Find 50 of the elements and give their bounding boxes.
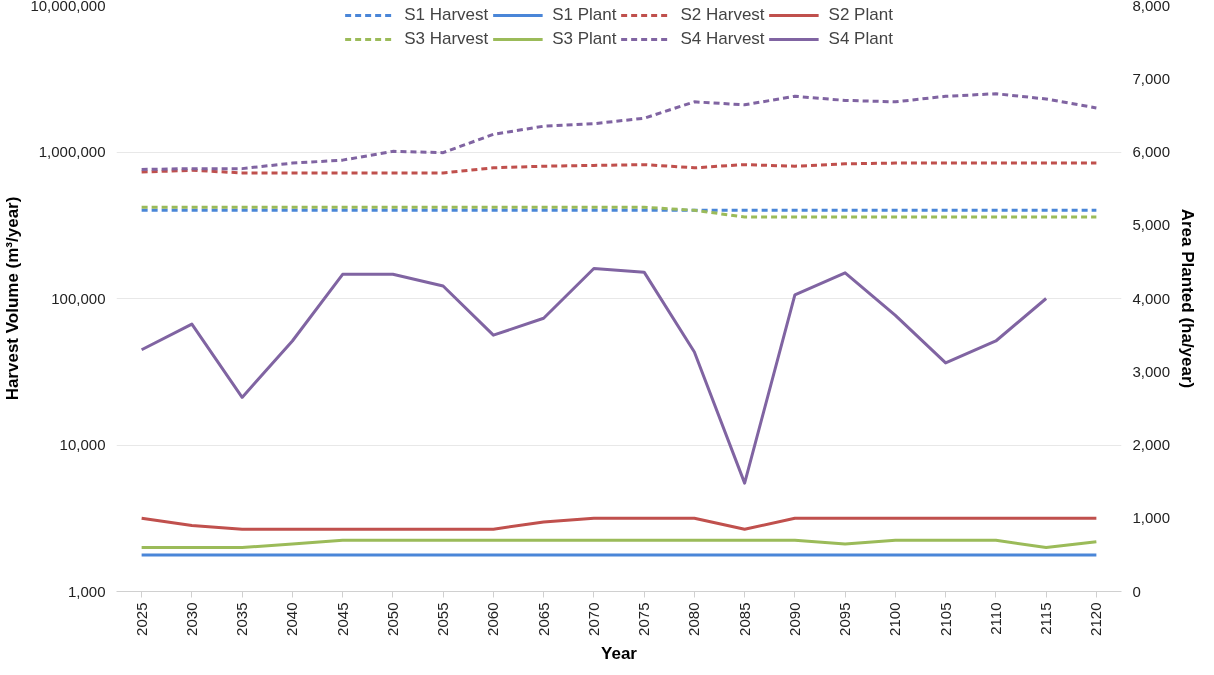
x-tick-label: 2070	[584, 602, 602, 636]
x-tick-label: 2115	[1037, 602, 1055, 635]
y2-tick-label: 6,000	[1132, 143, 1171, 160]
x-tick-label: 2060	[484, 602, 502, 636]
y2-tick-label: 4,000	[1132, 289, 1171, 307]
x-tick-label: 2100	[886, 602, 904, 636]
x-axis-title: Year	[601, 643, 638, 663]
legend-label: S2 Plant	[828, 5, 893, 25]
x-tick-label: 2090	[785, 602, 803, 636]
legend-label: S4 Harvest	[680, 29, 765, 49]
legend-label: S3 Harvest	[404, 29, 489, 49]
line-series	[140, 92, 1098, 171]
y2-tick-label: 0	[1132, 582, 1141, 600]
x-tick-label: 2040	[283, 602, 301, 636]
x-tick-label: 2050	[383, 602, 401, 636]
x-tick-label: 2075	[635, 602, 653, 636]
x-tick-label: 2055	[434, 602, 452, 636]
line-series	[140, 266, 1048, 485]
x-tick-label: 2110	[986, 602, 1004, 635]
legend-label: S2 Harvest	[680, 5, 765, 25]
x-tick-label: 2105	[936, 602, 954, 636]
x-tick-label: 2025	[132, 602, 150, 636]
line-series	[140, 516, 1098, 531]
x-tick-label: 2080	[685, 602, 703, 636]
y2-axis-title: Area Planted (ha/year)	[1178, 208, 1198, 389]
y-tick-label: 1,000	[67, 582, 106, 600]
x-tick-label: 2065	[534, 602, 552, 636]
y-tick-label: 10,000,000	[30, 0, 106, 14]
x-tick-label: 2045	[333, 602, 351, 636]
y2-tick-label: 1,000	[1132, 509, 1171, 527]
x-tick-label: 2035	[233, 602, 251, 636]
x-tick-label: 2030	[182, 602, 200, 636]
x-tick-label: 2085	[735, 602, 753, 636]
y2-tick-label: 7,000	[1132, 69, 1171, 87]
legend-label: S4 Plant	[828, 29, 893, 49]
line-series	[140, 538, 1098, 550]
legend-label: S1 Harvest	[404, 5, 489, 25]
y-axis-title: Harvest Volume (m³/year)	[3, 196, 23, 401]
y-tick-label: 10,000	[59, 436, 106, 453]
y2-tick-label: 8,000	[1132, 0, 1171, 14]
legend-label: S3 Plant	[552, 29, 617, 49]
y2-tick-label: 2,000	[1132, 436, 1171, 453]
y-tick-label: 1,000,000	[38, 143, 106, 160]
y2-tick-label: 3,000	[1132, 362, 1171, 380]
y2-tick-label: 5,000	[1132, 216, 1171, 234]
y-tick-label: 100,000	[51, 289, 106, 307]
legend-label: S1 Plant	[552, 5, 617, 25]
line-series	[140, 161, 1098, 175]
x-tick-label: 2120	[1087, 602, 1105, 636]
x-tick-label: 2095	[836, 602, 854, 636]
